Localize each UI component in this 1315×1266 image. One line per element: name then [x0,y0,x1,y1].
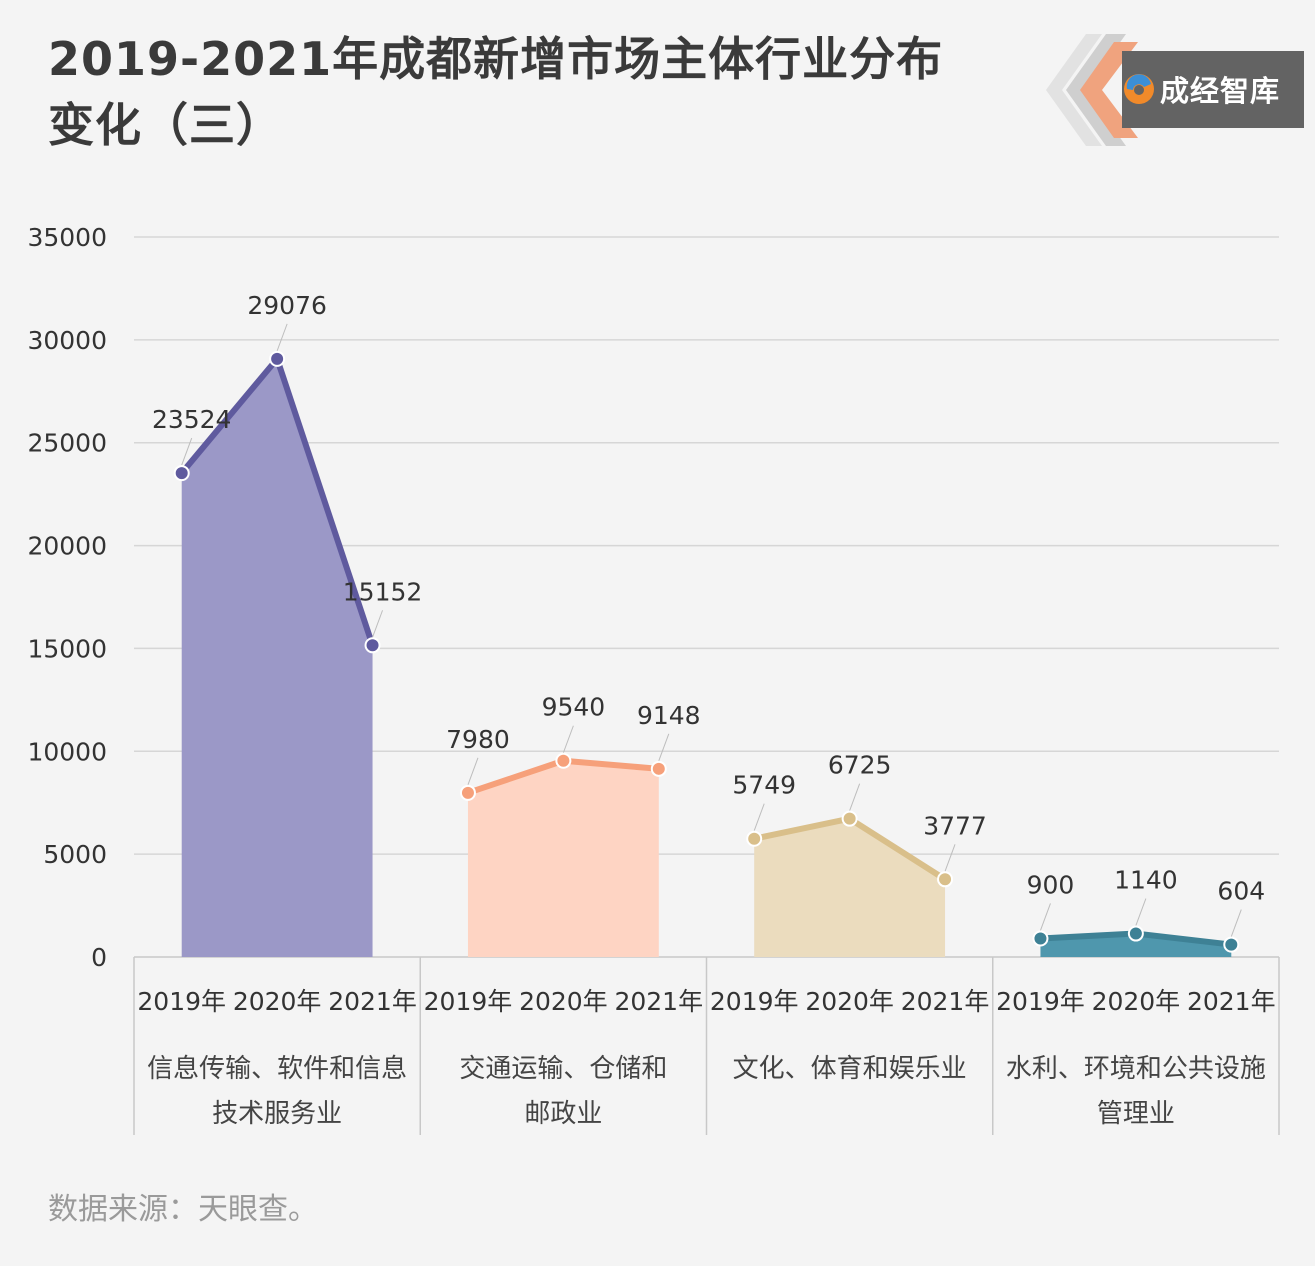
data-point [841,810,858,827]
title-line-2: 变化（三） [48,98,283,152]
brand-name: 成经智库 [1160,74,1281,108]
y-tick-label: 5000 [43,840,107,869]
title-line-1: 2019-2021年成都新增市场主体行业分布 [48,32,944,86]
data-source-note: 数据来源：天眼查。 [48,1192,318,1227]
series-area [754,818,946,957]
x-year-label: 2019年 [996,987,1085,1016]
data-point [1223,936,1240,953]
y-tick-label: 15000 [27,634,107,663]
data-label: 6725 [828,751,892,780]
brand-globe-icon [1124,74,1154,104]
data-label-leader [467,757,479,786]
x-category-label: 技术服务业 [212,1099,342,1129]
x-category-label: 信息传输、软件和信息 [147,1054,407,1084]
x-category-label: 水利、环境和公共设施 [1006,1054,1266,1084]
data-label: 7980 [446,725,510,754]
y-tick-label: 0 [91,943,107,972]
data-point [1032,930,1049,947]
y-tick-label: 25000 [27,429,107,458]
data-label-leader [276,323,288,352]
x-year-label: 2020年 [805,987,894,1016]
data-label: 9148 [637,701,701,730]
x-year-label: 2020年 [519,987,608,1016]
data-label: 604 [1217,877,1265,906]
x-year-label: 2021年 [614,987,703,1016]
y-tick-label: 10000 [27,737,107,766]
x-year-label: 2021年 [901,987,990,1016]
data-label: 9540 [542,693,606,722]
data-point [746,830,763,847]
x-year-label: 2021年 [328,987,417,1016]
data-label-leader [562,725,574,753]
brand-logo [1046,34,1315,146]
data-label-leader [1039,903,1051,931]
x-year-label: 2020年 [233,987,322,1016]
data-label-leader [1135,898,1147,926]
x-year-label: 2019年 [137,987,226,1016]
data-point [459,784,476,801]
data-label-leader [181,437,193,466]
brand-chevron-icon [1046,34,1138,146]
x-year-label: 2019年 [710,987,799,1016]
data-point [937,871,954,888]
data-label: 29076 [247,291,327,320]
data-label-leader [372,610,384,638]
y-tick-label: 20000 [27,532,107,561]
series-area [181,358,373,958]
x-category-label: 文化、体育和娱乐业 [733,1054,967,1084]
x-year-label: 2019年 [424,987,513,1016]
data-label: 15152 [343,577,423,606]
y-tick-label: 35000 [27,223,107,252]
data-label-leader [753,803,765,831]
data-point [555,752,572,769]
x-category-label: 管理业 [1097,1099,1175,1129]
data-label: 23524 [152,405,232,434]
series-area [467,760,659,957]
chart-title: 2019-2021年成都新增市场主体行业分布 变化（三） [48,26,943,158]
data-point [173,465,190,482]
x-category-label: 邮政业 [524,1099,602,1129]
x-category-label: 交通运输、仓储和 [459,1054,667,1084]
data-label-leader [1230,909,1242,937]
data-label-leader [658,733,670,761]
x-year-label: 2020年 [1092,987,1181,1016]
data-label: 900 [1027,870,1075,899]
data-point [364,637,381,654]
y-tick-label: 30000 [27,326,107,355]
data-label: 1140 [1114,866,1178,895]
data-point [1127,925,1144,942]
data-label-leader [849,783,861,811]
data-point [269,350,286,367]
data-label: 3777 [923,811,987,840]
data-label-leader [944,844,956,872]
data-label: 5749 [732,771,796,800]
data-point [650,760,667,777]
x-year-label: 2021年 [1187,987,1276,1016]
